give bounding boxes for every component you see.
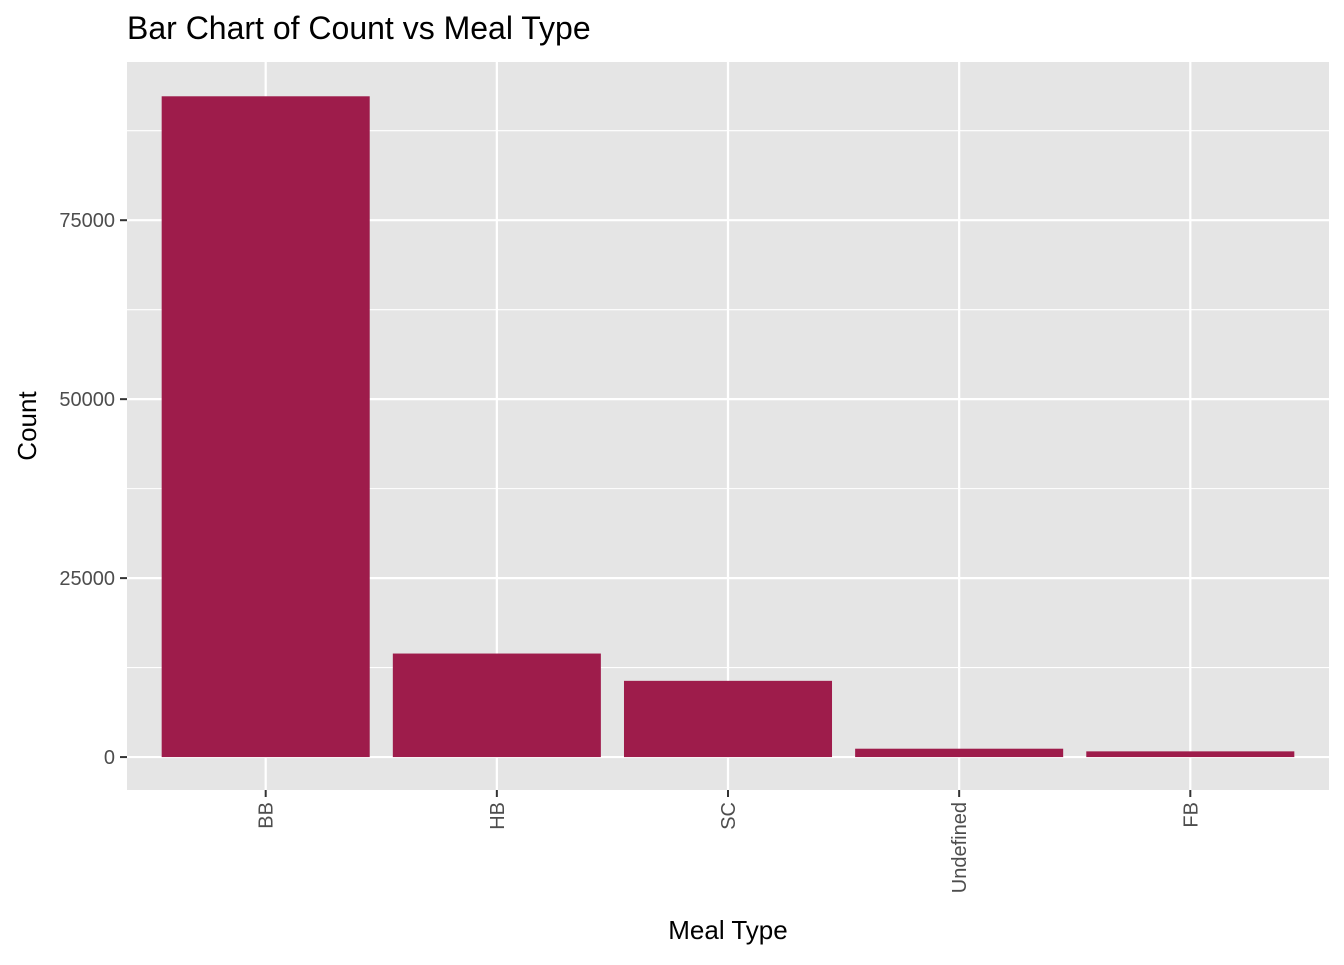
bar-hb — [392, 653, 601, 758]
y-axis-title: Count — [12, 391, 42, 461]
x-tick-label: SC — [718, 802, 740, 830]
x-tick-label: HB — [487, 802, 509, 830]
y-tick-label: 50000 — [59, 389, 115, 411]
chart-title: Bar Chart of Count vs Meal Type — [127, 10, 591, 46]
y-tick-label: 75000 — [59, 210, 115, 232]
bars-group — [161, 96, 1295, 758]
x-axis: BB HB SC Undefined FB — [256, 790, 1202, 893]
y-tick-label: 25000 — [59, 568, 115, 590]
bar-sc — [623, 680, 833, 758]
y-axis: 0 25000 50000 75000 — [59, 210, 127, 769]
bar-bb — [161, 96, 370, 758]
x-tick-label: Undefined — [949, 802, 971, 893]
x-tick-label: BB — [256, 802, 278, 829]
x-axis-title: Meal Type — [668, 915, 787, 945]
y-tick-label: 0 — [104, 747, 115, 769]
x-tick-label: FB — [1180, 802, 1202, 828]
bar-fb — [1086, 751, 1295, 758]
bar-undefined — [855, 748, 1064, 758]
